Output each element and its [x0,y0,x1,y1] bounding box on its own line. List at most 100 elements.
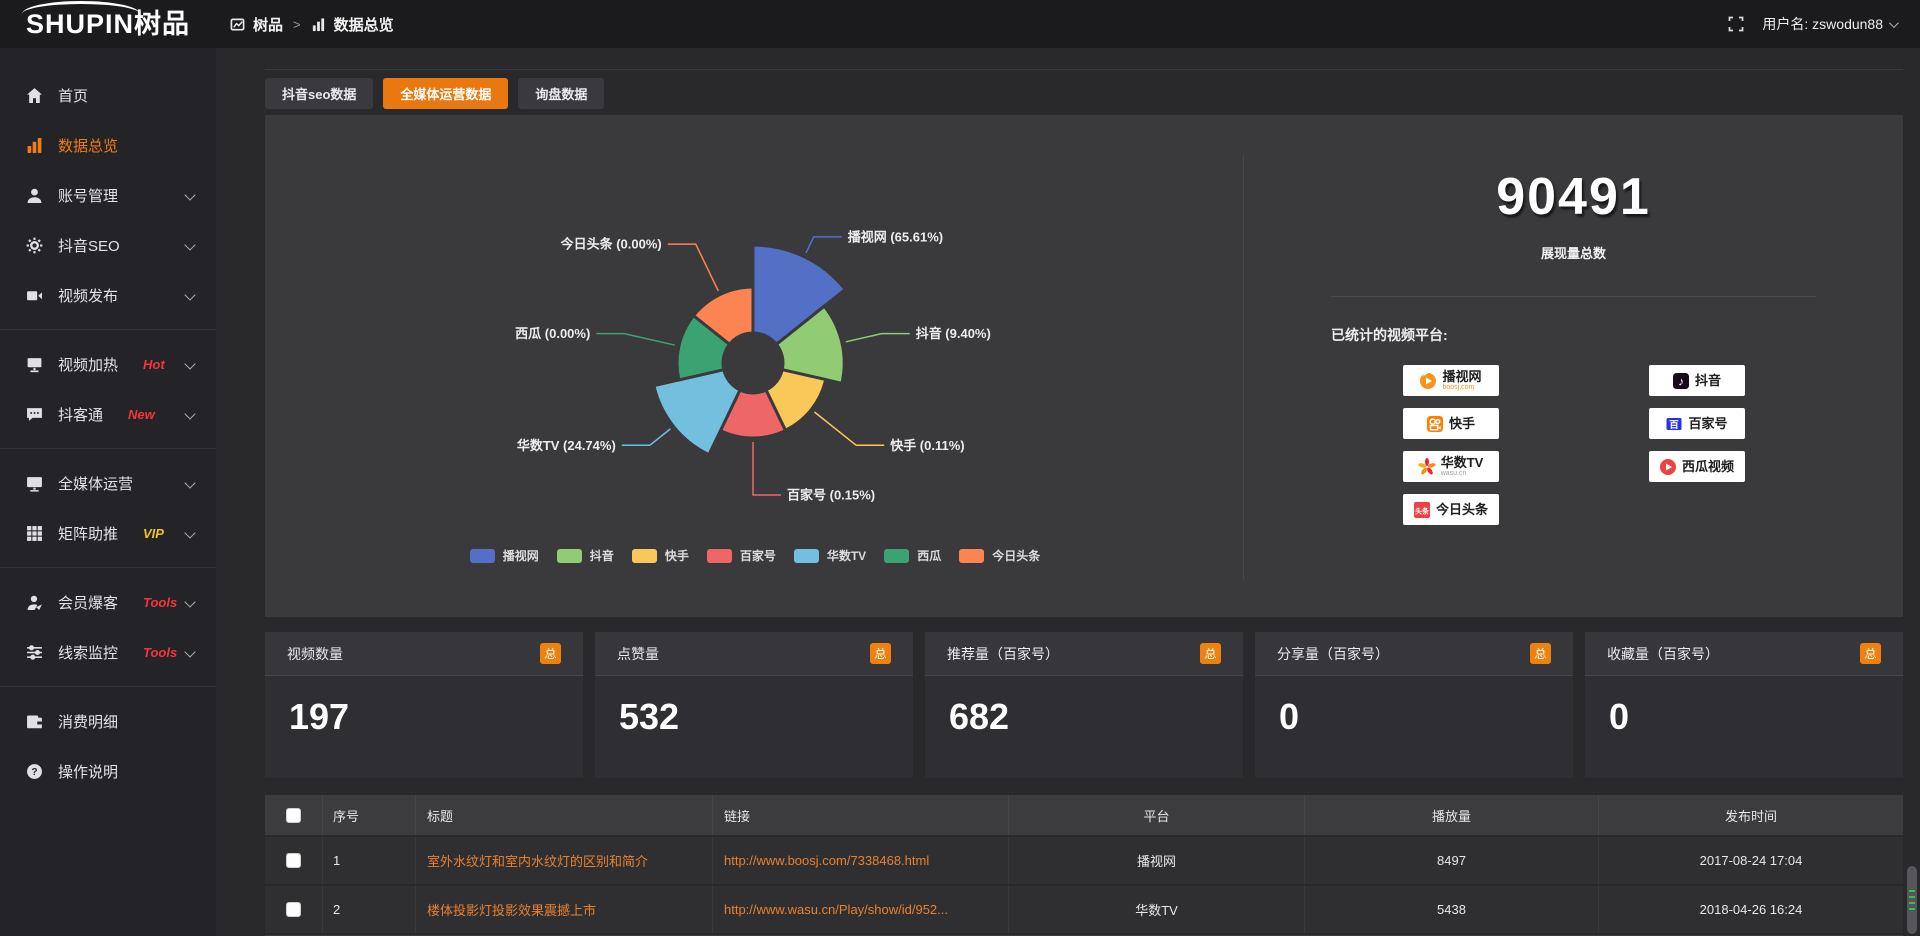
platform-badge-今日头条: 头条 今日头条 [1402,494,1499,525]
chevron-down-icon [184,358,196,370]
svg-text:百: 百 [1670,419,1680,430]
table-header-链接: 链接 [712,795,1008,835]
sidebar-item-抖音SEO[interactable]: 抖音SEO [0,220,216,270]
stat-card-label: 推荐量（百家号） [947,645,1059,662]
table-header-标题: 标题 [415,795,712,835]
row-checkbox[interactable] [286,853,301,868]
legend-label: 西瓜 [917,549,942,563]
total-impressions-value: 90491 [1496,168,1651,226]
cell-title: 室外水纹灯和室内水纹灯的区别和简介 [415,837,712,884]
legend-item-华数TV[interactable]: 华数TV [793,547,866,564]
total-badge: 总 [1860,643,1881,664]
breadcrumb-root[interactable]: 树品 [253,16,284,34]
pie-slice-播视网[interactable] [751,243,848,347]
legend-item-快手[interactable]: 快手 [631,547,689,564]
pie-label-line [667,243,719,292]
pie-slice-抖音[interactable] [774,304,846,386]
platform-name: 华数TV [1440,455,1484,470]
fullscreen-icon[interactable] [1728,16,1744,32]
chat-icon [26,406,43,423]
user-menu[interactable]: 用户名: zswodun88 [1762,14,1899,34]
pie-slice-西瓜[interactable] [675,313,732,382]
stat-card-value: 682 [949,696,1010,737]
chevron-down-icon [184,289,196,301]
sidebar-item-label: 会员爆客 [58,594,119,612]
tab-询盘数据[interactable]: 询盘数据 [518,78,605,109]
cell-views: 5438 [1304,886,1598,933]
legend-item-抖音[interactable]: 抖音 [556,547,614,564]
cell-time: 2018-04-26 16:24 [1598,886,1903,933]
sidebar-item-数据总览[interactable]: 数据总览 [0,120,216,170]
pie-slice-华数TV[interactable] [652,367,742,457]
pie-slice-百家号[interactable] [718,388,788,440]
sidebar-item-消费明细[interactable]: 消费明细 [0,696,216,746]
platform-column-right: ♪ 抖音百百家号 西瓜视频 [1648,365,1745,525]
legend-item-百家号[interactable]: 百家号 [706,547,776,564]
legend-label: 抖音 [589,549,614,563]
sidebar-divider [0,686,216,687]
sidebar-item-线索监控[interactable]: 线索监控 Tools [0,627,216,677]
sidebar-item-账号管理[interactable]: 账号管理 [0,170,216,220]
header-right: 用户名: zswodun88 [1728,14,1920,34]
platform-badge-text: 抖音 [1695,374,1721,387]
pie-label-line [845,332,910,343]
tab-抖音seo数据[interactable]: 抖音seo数据 [265,78,374,109]
sidebar-menu: 首页 数据总览 账号管理抖音SEO 视频发布视频加热 Hot 抖客通 New 全媒体运营 矩阵助… [0,70,216,796]
stat-card-分享量（百家号）: 分享量（百家号） 总 0 [1255,632,1573,778]
data-tabs: 抖音seo数据 全媒体运营数据 询盘数据 [265,78,605,109]
video-table: 序号 标题 链接 平台 播放量 发布时间 1 室外水纹灯和室内水纹灯的区别和简介 http://… [265,795,1903,936]
platforms-title: 已统计的视频平台: [1331,327,1448,343]
legend-item-今日头条[interactable]: 今日头条 [959,547,1040,564]
select-all-checkbox[interactable] [286,807,301,823]
user-icon [26,187,43,204]
sidebar-item-矩阵助推[interactable]: 矩阵助推 VIP [0,508,216,558]
total-badge: 总 [1530,643,1551,664]
sidebar-item-操作说明[interactable]: ? 操作说明 [0,746,216,796]
breadcrumb-current[interactable]: 数据总览 [333,16,394,34]
sidebar-item-label: 抖音SEO [58,237,120,255]
platform-badge-快手: 快手 [1402,408,1499,439]
scrollbar-thumb[interactable] [1907,866,1917,934]
video-url-link[interactable]: http://www.wasu.cn/Play/show/id/952... [724,902,948,917]
platform-grid: 播视网 boosj.com 快手 华数TV wasu.cn 头条 今日头条 ♪ 抖音百百家号西… [1244,365,1903,525]
pie-slice-今日头条[interactable] [691,285,755,347]
video-title-link[interactable]: 楼体投影灯投影效果震撼上市 [427,903,597,918]
stat-card-点赞量: 点赞量 总 532 [595,632,913,778]
logo[interactable]: SHUPIN树品 [0,0,216,48]
kuaishou-icon [1426,415,1444,433]
svg-text:♪: ♪ [1678,374,1684,388]
legend-item-播视网[interactable]: 播视网 [469,547,539,564]
platform-subtitle: boosj.com [1442,384,1475,391]
member-icon [26,594,43,611]
tab-全媒体运营数据[interactable]: 全媒体运营数据 [383,78,509,109]
stat-card-header: 推荐量（百家号） 总 [925,632,1243,676]
breadcrumb: 树品 > 数据总览 [230,14,394,35]
boosj-icon [1419,372,1437,390]
sidebar-item-首页[interactable]: 首页 [0,70,216,120]
scrollbar-marker [1909,908,1915,910]
chevron-down-icon [1888,17,1899,28]
sidebar-item-全媒体运营[interactable]: 全媒体运营 [0,458,216,508]
stat-card-value: 197 [289,696,350,737]
cell-link: http://www.boosj.com/7338468.html [712,837,1008,884]
stat-card-推荐量（百家号）: 推荐量（百家号） 总 682 [925,632,1243,778]
video-url-link[interactable]: http://www.boosj.com/7338468.html [724,853,930,868]
breadcrumb-home-icon [230,17,245,32]
row-checkbox[interactable] [286,902,301,917]
cell-title: 楼体投影灯投影效果震撼上市 [415,886,712,933]
grid-icon [26,525,43,542]
breadcrumb-separator: > [293,16,301,32]
sidebar-item-视频加热[interactable]: 视频加热 Hot [0,339,216,389]
cell-platform: 华数TV [1008,886,1304,933]
pie-slice-快手[interactable] [764,367,828,433]
video-title-link[interactable]: 室外水纹灯和室内水纹灯的区别和简介 [427,854,649,869]
sidebar-item-会员爆客[interactable]: 会员爆客 Tools [0,577,216,627]
sidebar-divider [0,329,216,330]
legend-item-西瓜[interactable]: 西瓜 [884,547,941,564]
sidebar-item-视频发布[interactable]: 视频发布 [0,270,216,320]
sidebar-item-抖客通[interactable]: 抖客通 New [0,389,216,439]
rose-chart: 播视网 (65.61%) 抖音 (9.40%) 快手 (0.11%) 百家号 (0.1… [265,125,1245,537]
platform-badge-text: 百家号 [1688,417,1727,430]
chevron-down-icon [184,408,196,420]
platform-name: 今日头条 [1435,502,1488,517]
